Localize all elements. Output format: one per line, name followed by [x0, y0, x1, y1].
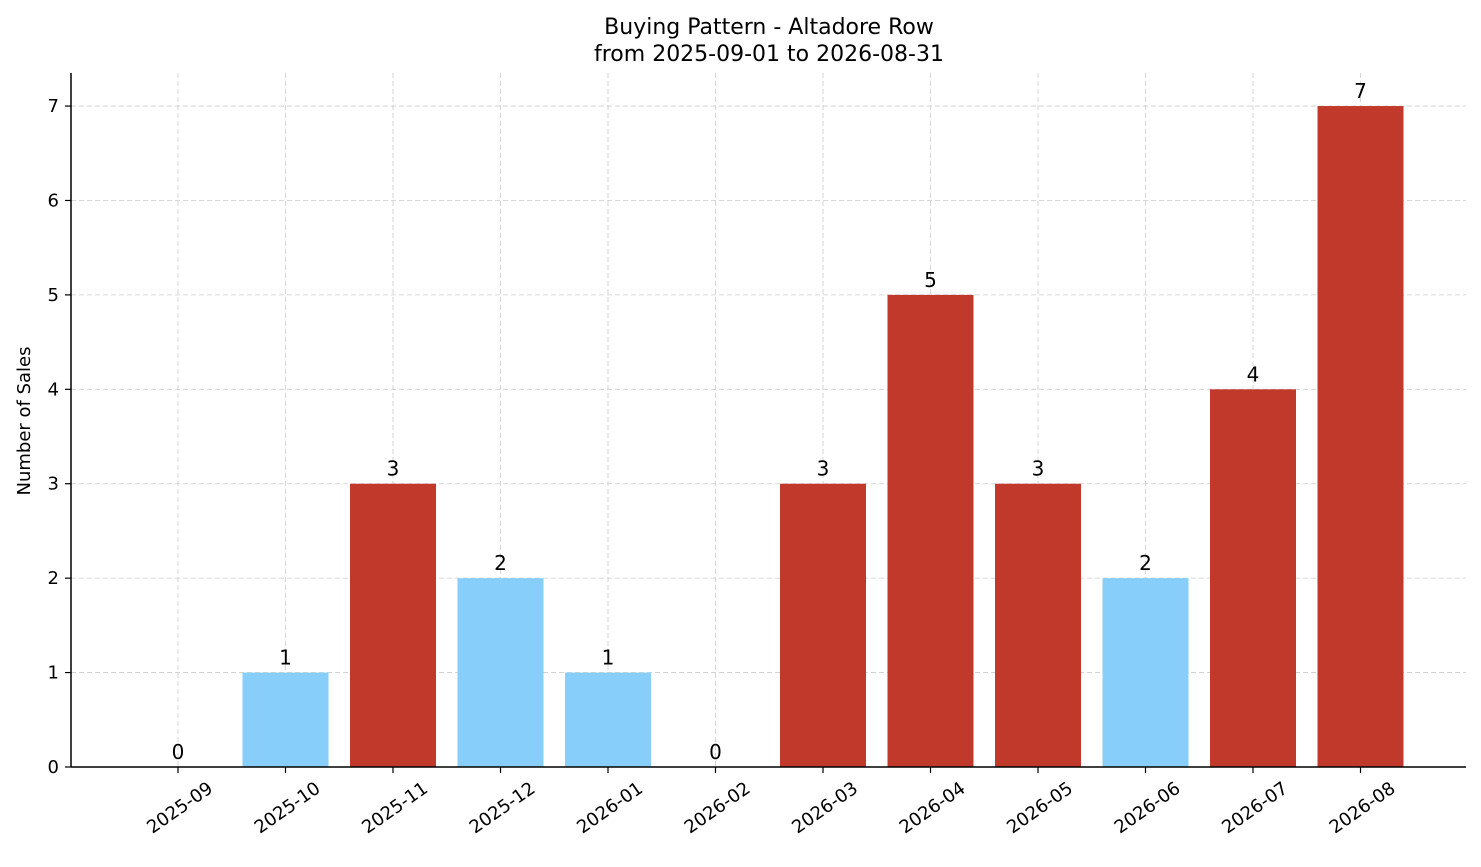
- bar-data-label: 5: [924, 268, 937, 292]
- bar: [1210, 389, 1296, 767]
- bar-data-label: 2: [1139, 551, 1152, 575]
- x-tick-label: 2026-02: [681, 778, 755, 838]
- bar-data-label: 0: [172, 740, 185, 764]
- x-tick-label: 2025-11: [358, 778, 432, 838]
- y-axis-label: Number of Sales: [14, 346, 35, 495]
- y-tick-label: 5: [48, 285, 59, 306]
- y-tick-label: 4: [48, 379, 59, 400]
- y-tick-label: 2: [48, 568, 59, 589]
- x-tick-label: 2025-10: [251, 778, 325, 838]
- bar: [350, 483, 436, 767]
- bar: [887, 294, 974, 767]
- x-tick-label: 2026-03: [788, 778, 862, 838]
- x-tick-label: 2025-12: [466, 778, 540, 838]
- bar-data-label: 1: [602, 646, 615, 670]
- y-tick-label: 1: [48, 663, 59, 684]
- bar-data-label: 7: [1354, 79, 1367, 103]
- x-tick-label: 2026-08: [1326, 778, 1400, 838]
- bar: [1317, 106, 1404, 768]
- bar: [565, 672, 651, 767]
- y-tick-label: 0: [48, 757, 59, 778]
- bar-data-label: 3: [387, 457, 400, 481]
- bar: [457, 578, 544, 767]
- x-tick-label: 2026-05: [1003, 778, 1077, 838]
- bar-data-label: 3: [817, 457, 830, 481]
- bar: [780, 483, 866, 767]
- data-labels: 0 1 3 2 1 0 3 5 3 2 4 7: [172, 79, 1367, 764]
- bar: [242, 672, 329, 767]
- x-tick-label: 2026-07: [1218, 778, 1292, 838]
- y-tick-label: 6: [48, 190, 59, 211]
- grid-lines: [71, 73, 1466, 768]
- y-tick-label: 7: [48, 96, 59, 117]
- bars: [242, 106, 1404, 768]
- x-tick-label: 2026-04: [896, 778, 970, 838]
- bar-data-label: 1: [279, 646, 292, 670]
- chart-subtitle: from 2025-09-01 to 2026-08-31: [594, 42, 944, 67]
- x-tick-label: 2025-09: [143, 778, 217, 838]
- bar-data-label: 2: [494, 551, 507, 575]
- chart-title: Buying Pattern - Altadore Row: [604, 15, 934, 40]
- bar-data-label: 3: [1032, 457, 1045, 481]
- x-tick-label: 2026-01: [573, 778, 647, 838]
- x-tick-label: 2026-06: [1111, 778, 1185, 838]
- y-tick-label: 3: [48, 474, 59, 495]
- bar: [1102, 578, 1189, 767]
- bar-data-label: 4: [1247, 362, 1260, 386]
- bar: [995, 483, 1081, 767]
- bar-data-label: 0: [709, 740, 722, 764]
